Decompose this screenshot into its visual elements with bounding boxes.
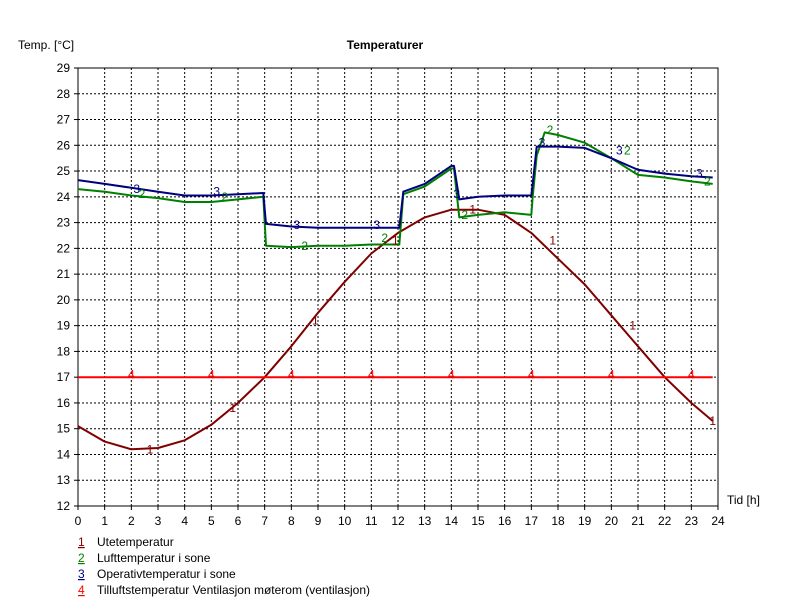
y-tick-label: 18 — [57, 344, 71, 358]
y-tick-label: 24 — [57, 190, 71, 204]
x-tick-label: 0 — [75, 514, 82, 528]
y-tick-label: 22 — [57, 241, 71, 255]
series-marker-1: 1 — [229, 401, 236, 415]
y-tick-label: 29 — [57, 61, 71, 75]
series-marker-2: 2 — [221, 190, 228, 204]
series-marker-2: 2 — [547, 123, 554, 137]
x-tick-label: 6 — [235, 514, 242, 528]
x-tick-label: 5 — [208, 514, 215, 528]
y-tick-label: 20 — [57, 293, 71, 307]
chart-title: Temperaturer — [347, 38, 424, 52]
y-tick-label: 15 — [57, 422, 71, 436]
series-line-2 — [77, 131, 713, 249]
x-tick-label: 19 — [578, 514, 592, 528]
series-marker-4: 4 — [368, 368, 375, 382]
x-tick-label: 21 — [631, 514, 645, 528]
x-tick-label: 23 — [685, 514, 699, 528]
y-axis-label: Temp. [°C] — [18, 38, 74, 52]
series-marker-3: 3 — [373, 218, 380, 232]
x-tick-label: 1 — [101, 514, 108, 528]
x-tick-label: 3 — [155, 514, 162, 528]
series-marker-1: 1 — [709, 414, 716, 428]
series-line-3 — [77, 145, 713, 229]
x-tick-label: 16 — [498, 514, 512, 528]
series-marker-4: 4 — [128, 368, 135, 382]
legend-marker: 1 — [78, 535, 85, 549]
series-marker-2: 2 — [301, 239, 308, 253]
y-tick-label: 17 — [57, 370, 71, 384]
series-marker-1: 1 — [392, 234, 399, 248]
series-marker-3: 3 — [453, 187, 460, 201]
series-marker-3: 3 — [133, 182, 140, 196]
series-marker-2: 2 — [624, 143, 631, 157]
x-tick-label: 12 — [391, 514, 405, 528]
y-tick-label: 23 — [57, 216, 71, 230]
series-marker-1: 1 — [147, 442, 154, 456]
series-marker-1: 1 — [629, 319, 636, 333]
x-tick-label: 24 — [711, 514, 725, 528]
x-tick-label: 14 — [445, 514, 459, 528]
x-tick-label: 9 — [315, 514, 322, 528]
series-marker-1: 1 — [469, 203, 476, 217]
series-line-1 — [77, 208, 714, 451]
legend-marker: 4 — [78, 583, 85, 597]
series-marker-3: 3 — [213, 185, 220, 199]
x-tick-label: 11 — [365, 514, 378, 528]
x-tick-label: 2 — [128, 514, 135, 528]
series-marker-1: 1 — [549, 234, 556, 248]
grid — [78, 68, 718, 506]
y-tick-label: 14 — [57, 447, 71, 461]
legend-entry: Utetemperatur — [97, 535, 174, 549]
x-tick-label: 10 — [338, 514, 352, 528]
series-marker-3: 3 — [696, 167, 703, 181]
axes — [74, 67, 719, 510]
y-tick-label: 27 — [57, 113, 71, 127]
series-marker-4: 4 — [288, 368, 295, 382]
legend-entry: Lufttemperatur i sone — [97, 551, 211, 565]
x-tick-label: 15 — [471, 514, 485, 528]
legend-entry: Tilluftstemperatur Ventilasjon møterom (… — [97, 583, 370, 597]
y-tick-label: 21 — [57, 267, 71, 281]
y-tick-label: 26 — [57, 138, 71, 152]
series-marker-1: 1 — [312, 313, 319, 327]
series-marker-3: 3 — [539, 136, 546, 150]
x-tick-label: 22 — [658, 514, 672, 528]
series-lines — [77, 131, 714, 451]
x-tick-label: 8 — [288, 514, 295, 528]
legend-marker: 2 — [78, 551, 85, 565]
series-marker-2: 2 — [461, 208, 468, 222]
x-tick-label: 13 — [418, 514, 432, 528]
series-marker-3: 3 — [293, 218, 300, 232]
y-tick-label: 19 — [57, 319, 71, 333]
x-tick-label: 18 — [551, 514, 565, 528]
x-tick-label: 4 — [181, 514, 188, 528]
series-marker-4: 4 — [448, 368, 455, 382]
y-tick-label: 13 — [57, 473, 71, 487]
x-tick-label: 17 — [525, 514, 539, 528]
x-tick-label: 20 — [605, 514, 619, 528]
series-marker-4: 4 — [688, 368, 695, 382]
legend-marker: 3 — [78, 567, 85, 581]
series-marker-4: 4 — [208, 368, 215, 382]
series-marker-2: 2 — [704, 174, 711, 188]
series-marker-2: 2 — [139, 187, 146, 201]
x-tick-labels: 0 1 2 3 4 5 6 7 8 9 10 11 12 13 14 15 16 17 18 19 20 21 22 23 24 — [75, 514, 725, 528]
series-marker-3: 3 — [616, 143, 623, 157]
series-marker-2: 2 — [381, 231, 388, 245]
x-tick-label: 7 — [261, 514, 268, 528]
legend-entry: Operativtemperatur i sone — [97, 567, 236, 581]
legend: 1 Utetemperatur 2 Lufttemperatur i sone 3 Ope… — [78, 535, 370, 597]
y-tick-label: 28 — [57, 87, 71, 101]
series-marker-4: 4 — [608, 368, 615, 382]
y-tick-label: 25 — [57, 164, 71, 178]
y-tick-label: 16 — [57, 396, 71, 410]
y-tick-label: 12 — [57, 499, 71, 513]
x-axis-label: Tid [h] — [727, 493, 760, 507]
y-tick-labels: 12 13 14 15 16 17 18 19 20 21 22 23 24 25 26 27 28 29 — [57, 61, 71, 513]
series-marker-4: 4 — [528, 368, 535, 382]
